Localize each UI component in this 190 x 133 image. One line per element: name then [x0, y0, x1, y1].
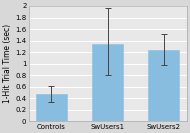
Y-axis label: 1-Hit Trial Time (sec): 1-Hit Trial Time (sec): [3, 24, 13, 103]
Bar: [148, 50, 179, 121]
Bar: [36, 94, 67, 121]
Bar: [92, 43, 123, 121]
